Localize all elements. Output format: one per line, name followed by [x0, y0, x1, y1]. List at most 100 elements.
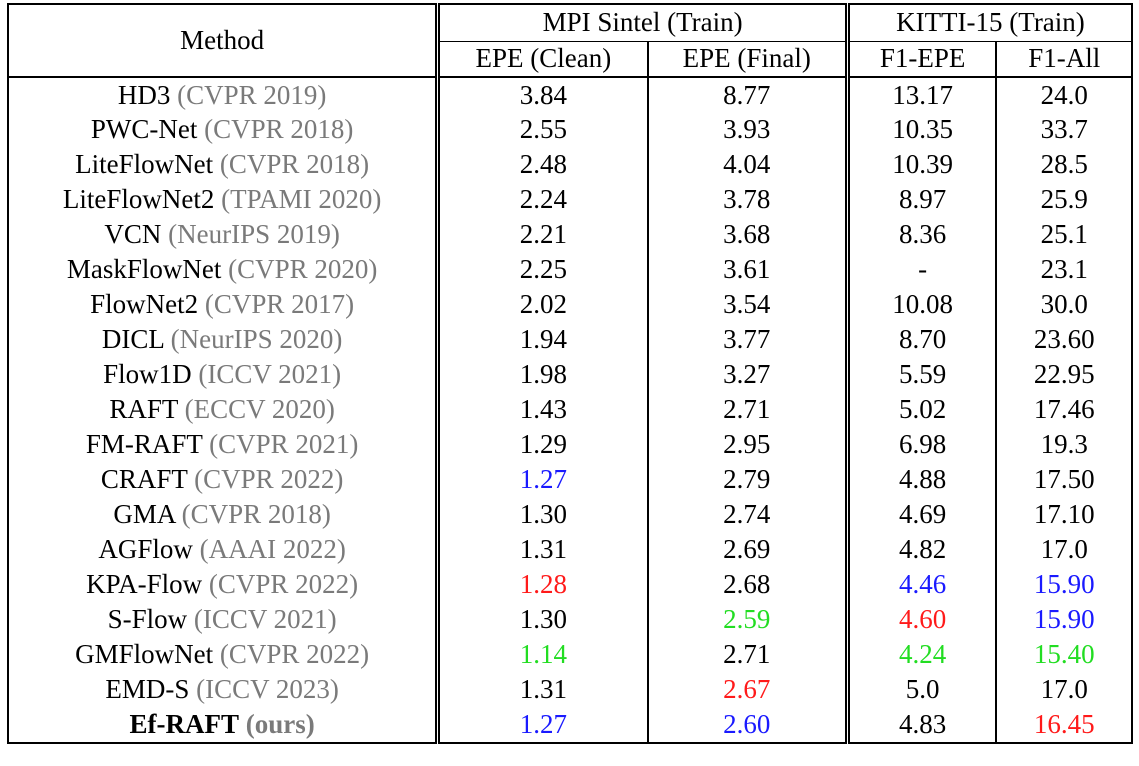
epe-final-cell: 2.68: [647, 567, 850, 602]
f1-all-cell: 17.46: [1033, 394, 1095, 424]
epe-clean-cell: 1.30: [437, 497, 649, 532]
method-venue: (ICCV 2021): [193, 604, 337, 634]
method-venue: (NeurIPS 2019): [168, 219, 340, 249]
epe-final-cell: 3.61: [647, 252, 850, 287]
method-venue: (ICCV 2023): [196, 674, 339, 704]
f1-epe-cell: 8.36: [847, 217, 998, 252]
f1-all-cell: 19.3: [1040, 429, 1088, 459]
method-venue: (CVPR 2022): [219, 639, 370, 669]
method-name: LiteFlowNet2: [62, 184, 215, 214]
f1-all-cell: 24.0: [996, 76, 1132, 112]
method-venue: (ours): [245, 709, 315, 739]
f1-epe-cell: 4.60: [847, 602, 998, 637]
method-name: VCN: [104, 219, 162, 249]
method-name: PWC-Net: [90, 114, 198, 144]
table-row: Ef-RAFT (ours) 1.27 2.60 4.83 16.45: [8, 707, 1132, 743]
method-name: S-Flow: [107, 604, 188, 634]
method-venue: (ECCV 2020): [184, 394, 335, 424]
f1-all-cell: 15.90: [1033, 569, 1095, 599]
epe-clean-cell: 2.24: [437, 182, 649, 217]
method-name: GMFlowNet: [75, 639, 214, 669]
f1-all-cell: 17.50: [1033, 464, 1095, 494]
epe-final-cell: 3.54: [647, 287, 850, 322]
epe-final-cell: 2.71: [647, 637, 850, 672]
epe-final-cell: 2.67: [647, 672, 850, 707]
f1-all-cell: 33.7: [1040, 114, 1088, 144]
method-venue: (TPAMI 2020): [221, 184, 382, 214]
f1-epe-cell: 5.02: [847, 392, 998, 427]
epe-clean-cell: 2.55: [437, 112, 649, 147]
f1-all-cell: 22.95: [1033, 359, 1095, 389]
method-cell: DICL (NeurIPS 2020): [8, 322, 441, 357]
epe-final-cell: 2.79: [647, 462, 850, 497]
table-row: S-Flow (ICCV 2021) 1.30 2.59 4.60 15.90: [8, 602, 1132, 637]
epe-final-cell: 2.74: [647, 497, 850, 532]
f1-all-cell: 30.0: [1040, 289, 1088, 319]
f1-all-cell: 28.5: [1040, 149, 1088, 179]
epe-clean-cell: 1.27: [437, 462, 649, 497]
f1-all-cell: 23.1: [1040, 254, 1088, 284]
epe-clean-cell: 2.25: [437, 252, 649, 287]
table-row: LiteFlowNet2 (TPAMI 2020) 2.24 3.78 8.97 25.…: [8, 182, 1132, 217]
table-row: RAFT (ECCV 2020) 1.43 2.71 5.02 17.46: [8, 392, 1132, 427]
epe-clean-cell: 1.28: [437, 567, 649, 602]
method-name: HD3: [117, 79, 171, 110]
method-venue: (CVPR 2021): [209, 429, 359, 459]
epe-clean-cell: 2.48: [437, 147, 649, 182]
method-cell: PWC-Net (CVPR 2018): [8, 112, 441, 147]
epe-clean-cell: 1.27: [437, 707, 649, 743]
f1-all-cell: 17.10: [1033, 499, 1095, 529]
method-cell: KPA-Flow (CVPR 2022): [8, 567, 441, 602]
table-row: Flow1D (ICCV 2021) 1.98 3.27 5.59 22.95: [8, 357, 1132, 392]
method-venue: (CVPR 2018): [204, 114, 354, 144]
epe-clean-cell: 1.31: [437, 672, 649, 707]
table-row: EMD-S (ICCV 2023) 1.31 2.67 5.0 17.0: [8, 672, 1132, 707]
table-row: FM-RAFT (CVPR 2021) 1.29 2.95 6.98 19.3: [8, 427, 1132, 462]
method-cell: EMD-S (ICCV 2023): [8, 672, 441, 707]
method-name: EMD-S: [105, 674, 190, 704]
method-cell: LiteFlowNet2 (TPAMI 2020): [8, 182, 441, 217]
epe-final-cell: 2.59: [647, 602, 850, 637]
epe-final-cell: 3.27: [647, 357, 850, 392]
method-venue: (CVPR 2022): [194, 464, 344, 494]
f1-epe-cell: 4.69: [847, 497, 998, 532]
header-row-sub: EPE (Clean) EPE (Final) F1-EPE F1-All: [8, 40, 1132, 77]
method-name: Flow1D: [103, 359, 192, 389]
method-cell: GMFlowNet (CVPR 2022): [8, 637, 441, 672]
method-header: Method: [8, 4, 441, 77]
f1-all-cell: 17.0: [1040, 674, 1088, 704]
epe-final-cell: 2.60: [647, 707, 850, 743]
epe-final-cell: 3.93: [647, 112, 850, 147]
table-row: PWC-Net (CVPR 2018) 2.55 3.93 10.35 33.7: [8, 112, 1132, 147]
f1-epe-cell: 4.82: [847, 532, 998, 567]
method-cell: Flow1D (ICCV 2021): [8, 357, 441, 392]
method-name: LiteFlowNet: [75, 149, 214, 179]
epe-clean-cell: 1.94: [437, 322, 649, 357]
f1-epe-cell: 6.98: [847, 427, 998, 462]
method-cell: S-Flow (ICCV 2021): [8, 602, 441, 637]
method-cell: RAFT (ECCV 2020): [8, 392, 441, 427]
table-row: DICL (NeurIPS 2020) 1.94 3.77 8.70 23.60: [8, 322, 1132, 357]
method-venue: (NeurIPS 2020): [170, 324, 343, 354]
method-cell: VCN (NeurIPS 2019): [8, 217, 441, 252]
epe-final-header: EPE (Final): [647, 40, 850, 77]
epe-final-cell: 2.71: [647, 392, 850, 427]
epe-final-cell: 4.04: [647, 147, 850, 182]
f1-all-cell: 25.9: [1040, 184, 1088, 214]
table-row: GMFlowNet (CVPR 2022) 1.14 2.71 4.24 15.40: [8, 637, 1132, 672]
f1-all-cell: 16.45: [1033, 709, 1095, 739]
method-cell: FlowNet2 (CVPR 2017): [8, 287, 441, 322]
table-row: LiteFlowNet (CVPR 2018) 2.48 4.04 10.39 28.5: [8, 147, 1132, 182]
table-row: CRAFT (CVPR 2022) 1.27 2.79 4.88 17.50: [8, 462, 1132, 497]
f1-epe-cell: 4.88: [847, 462, 998, 497]
epe-final-cell: 3.68: [647, 217, 850, 252]
f1-all-cell: 23.60: [1033, 324, 1095, 354]
method-venue: (CVPR 2022): [208, 569, 359, 599]
method-venue: (AAAI 2022): [199, 534, 346, 564]
f1-epe-cell: 8.97: [847, 182, 998, 217]
epe-clean-header: EPE (Clean): [437, 40, 649, 77]
header-row-top: Method MPI Sintel (Train) KITTI-15 (Trai…: [8, 4, 1132, 77]
method-cell: CRAFT (CVPR 2022): [8, 462, 441, 497]
method-name: DICL: [101, 324, 164, 354]
method-name: AGFlow: [98, 534, 193, 564]
